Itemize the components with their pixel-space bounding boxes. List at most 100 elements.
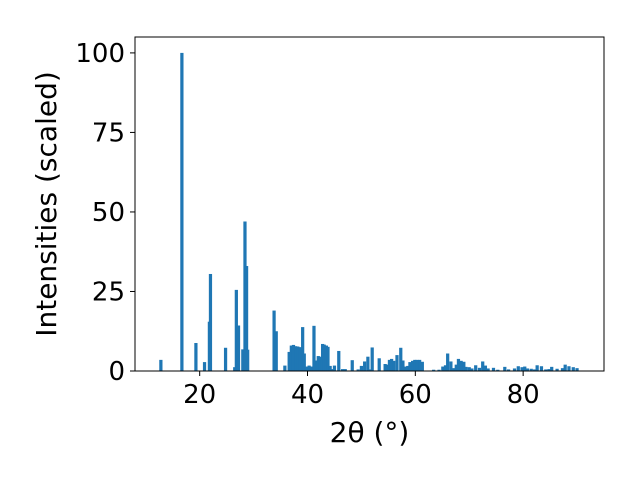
bar — [236, 325, 241, 371]
bar — [208, 273, 213, 371]
bar — [223, 347, 228, 371]
bar — [356, 369, 360, 371]
bar — [437, 369, 441, 371]
bar-series — [159, 52, 579, 372]
y-tick-label: 75 — [92, 118, 125, 148]
bar — [415, 359, 419, 371]
bar — [550, 366, 554, 371]
bar — [302, 353, 306, 371]
bar — [544, 369, 548, 371]
bar — [523, 366, 527, 371]
bar — [233, 367, 237, 371]
bar — [326, 346, 330, 371]
bar — [503, 366, 507, 371]
bar — [506, 369, 511, 371]
bar — [307, 365, 311, 371]
bar — [272, 310, 276, 371]
bar — [399, 347, 403, 371]
bar — [383, 364, 387, 371]
bar — [459, 360, 463, 371]
bar — [315, 360, 319, 371]
bar — [449, 361, 453, 371]
bar — [159, 359, 163, 371]
bar — [291, 344, 296, 371]
bar — [287, 351, 291, 371]
bar — [520, 367, 524, 371]
x-axis-ticks: 20 40 60 80 — [183, 371, 540, 410]
bar — [516, 366, 520, 371]
bar — [395, 355, 399, 371]
bar — [246, 349, 250, 371]
bar — [532, 369, 537, 371]
bar — [535, 365, 539, 371]
bar — [328, 365, 332, 371]
bar — [389, 358, 394, 371]
bar — [404, 366, 408, 371]
bar — [370, 347, 374, 371]
y-axis-title: Intensities (scaled) — [30, 71, 63, 337]
bar — [366, 356, 370, 371]
bar — [512, 368, 517, 371]
bar — [387, 359, 392, 371]
bar — [571, 367, 575, 371]
y-axis-ticks: 0 25 50 75 100 — [75, 39, 135, 387]
bar — [454, 364, 458, 371]
bar — [322, 344, 326, 371]
bar — [337, 350, 341, 371]
x-axis-title: 2θ (°) — [330, 416, 410, 449]
bar — [560, 368, 565, 371]
bar — [368, 369, 372, 371]
bar — [180, 52, 184, 372]
bar — [244, 266, 249, 371]
bar — [411, 360, 415, 371]
bar — [420, 361, 424, 371]
bar — [491, 367, 496, 371]
bar — [486, 368, 490, 371]
bar — [392, 360, 396, 371]
bar — [332, 365, 337, 371]
bar — [456, 358, 461, 371]
bar — [294, 346, 298, 371]
bar — [432, 369, 436, 371]
x-tick-label: 80 — [507, 380, 540, 410]
bar — [202, 362, 207, 371]
bar — [320, 343, 325, 371]
bar — [413, 359, 417, 371]
y-tick-label: 100 — [75, 39, 125, 69]
bar — [547, 369, 551, 371]
bar — [539, 366, 544, 371]
bar — [418, 359, 422, 371]
y-tick-label: 50 — [92, 198, 125, 228]
bar — [575, 368, 579, 371]
bar — [377, 358, 381, 371]
y-tick-label: 0 — [108, 357, 125, 387]
bar — [304, 366, 309, 371]
bar — [340, 369, 345, 371]
bar — [385, 364, 389, 371]
bar — [470, 368, 474, 371]
bar — [446, 353, 450, 371]
bar — [477, 367, 482, 371]
bar — [525, 368, 530, 371]
bar — [283, 365, 287, 371]
bar — [483, 365, 488, 371]
bar — [330, 369, 334, 371]
bar — [481, 361, 485, 371]
bar — [310, 366, 314, 371]
bar — [350, 360, 354, 371]
bar — [567, 366, 571, 371]
bar — [241, 349, 245, 371]
bar — [298, 347, 302, 371]
bar — [474, 365, 478, 371]
bar — [318, 356, 323, 371]
bar — [312, 325, 316, 371]
bar — [452, 368, 456, 371]
bar — [274, 331, 278, 371]
bar — [316, 356, 320, 371]
bar — [296, 346, 300, 371]
bar — [529, 368, 533, 371]
bar — [464, 366, 468, 371]
bar — [563, 364, 567, 371]
